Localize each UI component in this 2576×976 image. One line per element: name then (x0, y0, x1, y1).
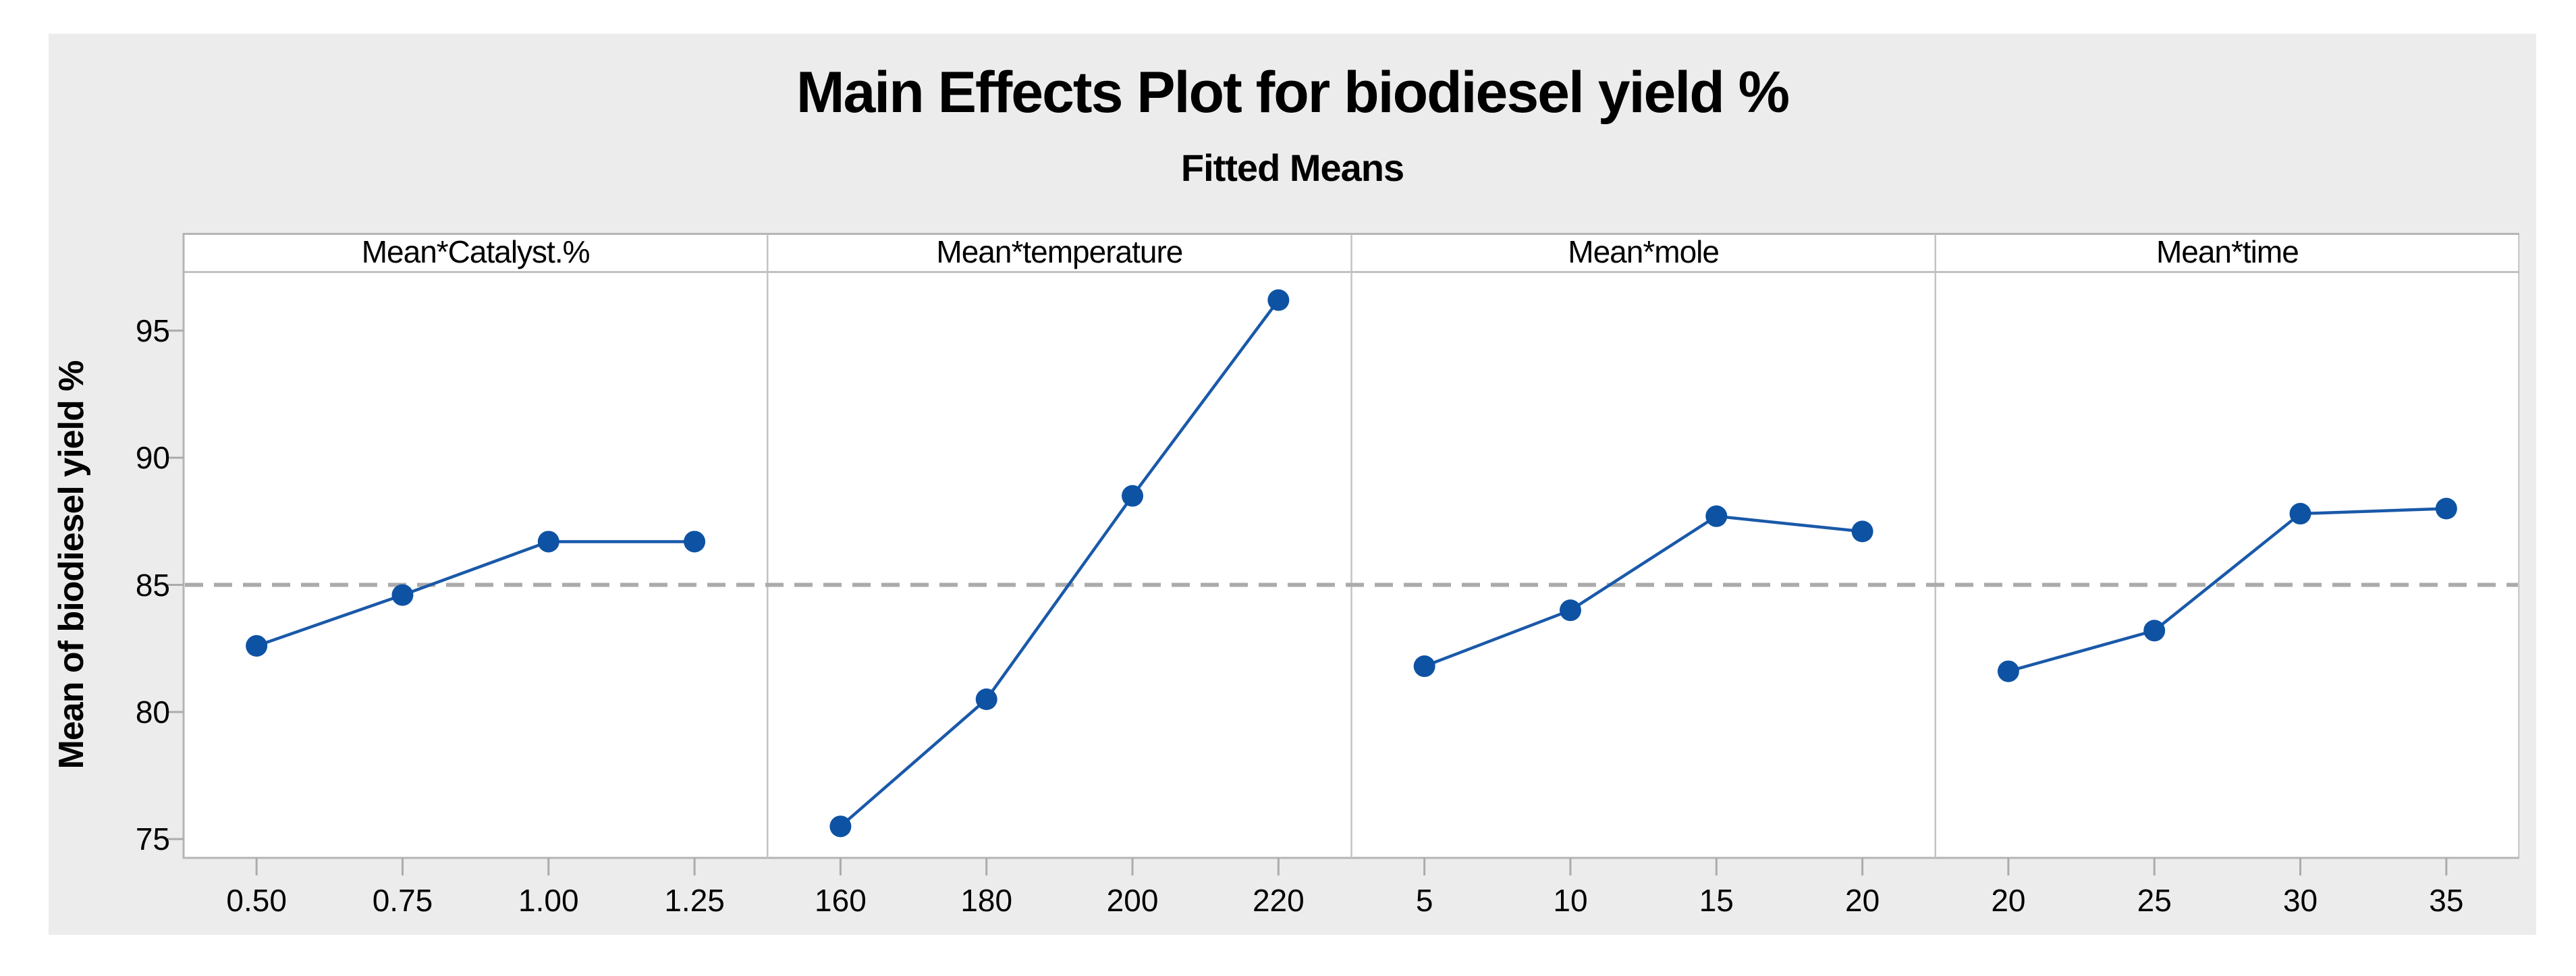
data-point (2289, 503, 2311, 525)
y-tick-label: 75 (135, 821, 170, 857)
x-tick-label: 30 (2282, 883, 2318, 918)
chart-subtitle: Fitted Means (1180, 146, 1404, 189)
panel-header: Mean*mole (1568, 234, 1720, 269)
data-point (1997, 660, 2019, 682)
graph-canvas: Main Effects Plot for biodiesel yield % … (49, 34, 2536, 935)
x-tick-label: 25 (2137, 883, 2172, 918)
panel-header: Mean*temperature (936, 234, 1183, 269)
series-line (2008, 507, 2446, 673)
data-point (1705, 505, 1728, 527)
y-tick-label: 85 (135, 567, 170, 603)
x-tick-label: 15 (1699, 883, 1734, 918)
x-tick-label: 0.75 (372, 883, 433, 918)
series-line (256, 540, 695, 648)
data-point (1122, 485, 1144, 507)
data-point (684, 531, 706, 553)
x-tick-label: 1.25 (664, 883, 725, 918)
panel-header: Mean*Catalyst.% (361, 234, 591, 269)
x-tick-label: 1.00 (518, 883, 579, 918)
data-point (1413, 655, 1435, 678)
x-tick-label: 200 (1106, 883, 1159, 918)
data-point (829, 815, 852, 838)
y-tick-label: 95 (135, 313, 170, 348)
y-tick-label: 90 (135, 440, 170, 476)
series-line (839, 299, 1280, 828)
x-tick-label: 20 (1845, 883, 1880, 918)
x-tick-label: 220 (1252, 883, 1305, 918)
data-point (1851, 520, 1873, 543)
panel-header: Mean*time (2156, 234, 2299, 269)
chart-title: Main Effects Plot for biodiesel yield % (796, 60, 1790, 125)
data-point (1559, 599, 1581, 622)
x-tick-label: 20 (1991, 883, 2026, 918)
x-tick-label: 35 (2429, 883, 2464, 918)
plot-area (167, 233, 2519, 875)
data-point (975, 688, 997, 711)
y-tick-label: 80 (135, 694, 170, 730)
x-tick-label: 160 (815, 883, 867, 918)
data-point (537, 531, 559, 553)
data-point (1267, 289, 1290, 311)
data-point (391, 584, 414, 606)
series-line (1423, 514, 1863, 668)
x-tick-label: 10 (1553, 883, 1588, 918)
data-point (246, 634, 268, 657)
x-tick-label: 0.50 (226, 883, 287, 918)
data-point (2435, 497, 2457, 520)
x-tick-label: 5 (1415, 883, 1433, 918)
x-tick-label: 180 (960, 883, 1013, 918)
data-point (2143, 620, 2166, 642)
